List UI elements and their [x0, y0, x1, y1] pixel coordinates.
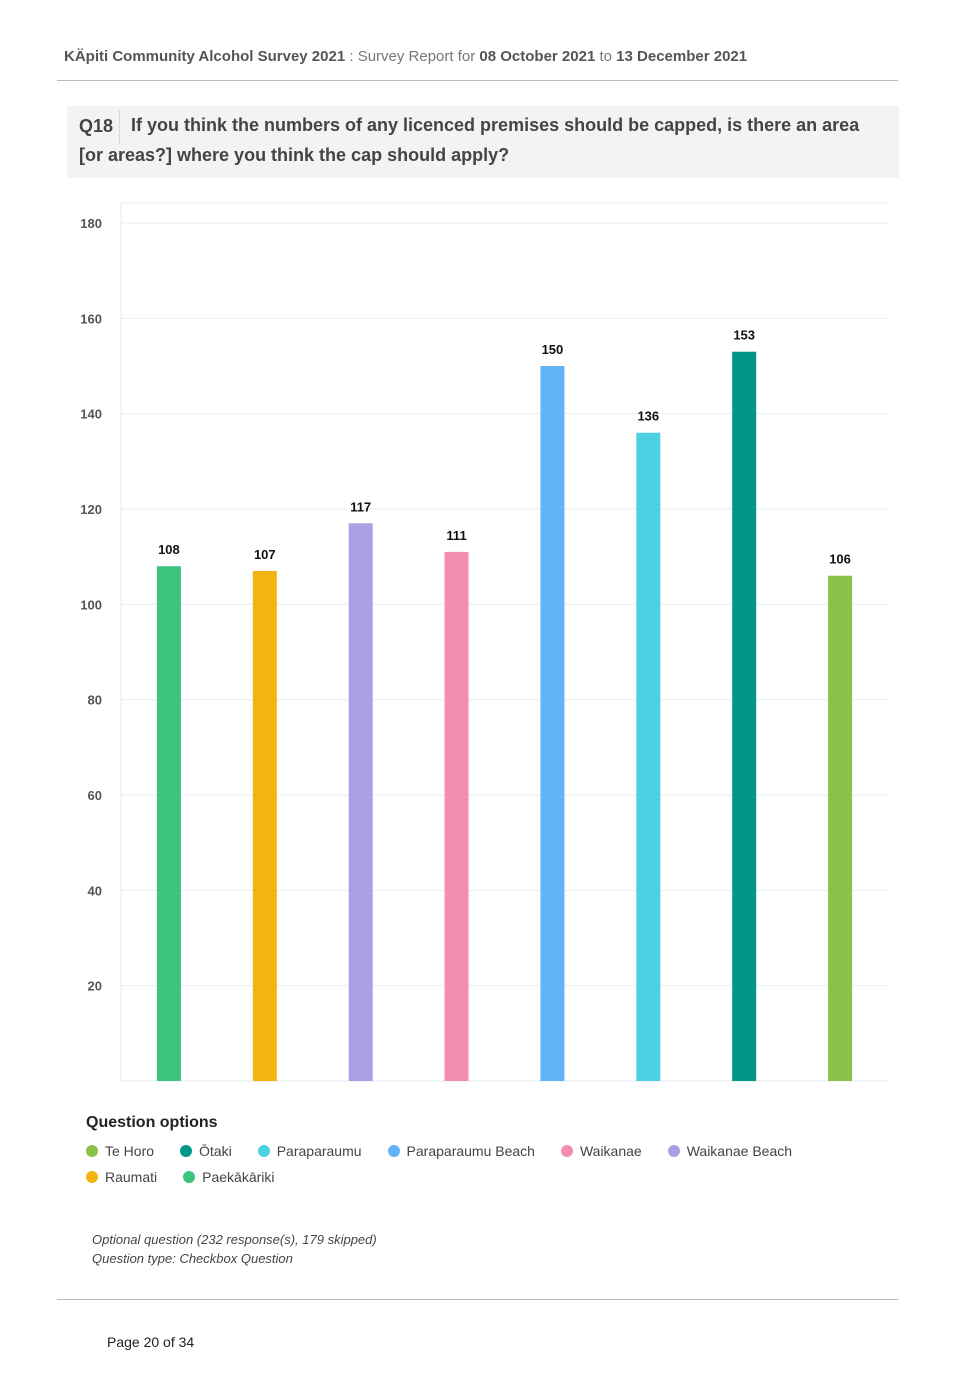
y-tick-label: 80 [88, 693, 102, 708]
question-text-content: If you think the numbers of any licenced… [79, 115, 860, 165]
page-number: Page 20 of 34 [107, 1334, 195, 1350]
header-separator: : [345, 48, 358, 65]
legend-label: Paraparaumu [276, 1143, 362, 1159]
bar-chart: 20 40 60 80 100 120 140 160 180 108 107 117 111 150 13… [80, 202, 888, 1082]
y-tick-label: 180 [80, 216, 102, 231]
bar [828, 575, 853, 1081]
question-number-divider [119, 110, 120, 144]
legend-label: Te Horo [105, 1143, 155, 1159]
legend-item: Waikanae Beach [667, 1138, 793, 1164]
header-divider [57, 80, 898, 81]
response-count-note: Optional question (232 response(s), 179 … [92, 1232, 377, 1247]
bar [732, 351, 757, 1081]
legend-item: Paraparaumu Beach [387, 1138, 535, 1164]
survey-title: KÄpiti Community Alcohol Survey 2021 [64, 48, 346, 65]
legend-swatch [180, 1145, 193, 1157]
legend-label: Paraparaumu Beach [406, 1143, 535, 1159]
legend-label: Raumati [105, 1169, 158, 1185]
legend-swatch [387, 1145, 400, 1157]
legend-label: Waikanae [579, 1143, 642, 1159]
legend-item: Paraparaumu [257, 1138, 362, 1164]
legend: Te Horo Ōtaki Paraparaumu Paraparaumu Beach… [86, 1138, 886, 1190]
bar-value-label: 136 [637, 409, 659, 424]
y-tick-label: 160 [80, 311, 102, 326]
y-tick-label: 140 [80, 407, 102, 422]
legend-title: Question options [86, 1114, 218, 1131]
legend-label: Paekākāriki [202, 1169, 275, 1185]
question-text: If you think the numbers of any licenced… [79, 110, 879, 170]
bar [348, 523, 373, 1081]
end-date: 13 December 2021 [616, 48, 748, 65]
legend-swatch [86, 1145, 98, 1157]
bar-value-label: 108 [158, 542, 180, 557]
legend-label: Ōtaki [199, 1143, 232, 1159]
bar [156, 566, 181, 1081]
legend-swatch [667, 1145, 680, 1157]
legend-swatch [257, 1145, 270, 1157]
bar [444, 551, 469, 1081]
report-header: KÄpiti Community Alcohol Survey 2021 : S… [64, 48, 898, 65]
legend-swatch [560, 1145, 573, 1157]
bar-value-label: 150 [542, 342, 564, 357]
footer-divider [57, 1299, 898, 1300]
legend-item: Ōtaki [180, 1138, 232, 1164]
legend-item: Paekākāriki [183, 1164, 275, 1190]
to-word: to [595, 48, 617, 65]
bar-value-label: 107 [254, 547, 276, 562]
question-box: If you think the numbers of any licenced… [67, 106, 899, 178]
y-tick-label: 100 [80, 597, 102, 612]
question-number: Q18 [79, 116, 114, 136]
y-tick-label: 120 [80, 502, 102, 517]
report-prefix: Survey Report for [357, 48, 480, 65]
y-tick-label: 60 [88, 788, 102, 803]
legend-item: Raumati [86, 1164, 157, 1190]
legend-item: Te Horo [86, 1138, 154, 1164]
legend-label: Waikanae Beach [686, 1143, 793, 1159]
bar [252, 570, 277, 1081]
y-tick-label: 20 [88, 979, 102, 994]
legend-swatch [183, 1171, 196, 1183]
y-tick-label: 40 [88, 883, 102, 898]
bar [636, 432, 661, 1081]
bar [540, 366, 565, 1081]
bar-value-label: 111 [446, 528, 466, 543]
legend-item: Waikanae [560, 1138, 642, 1164]
start-date: 08 October 2021 [479, 48, 596, 65]
legend-swatch [86, 1171, 98, 1183]
question-type-note: Question type: Checkbox Question [92, 1251, 293, 1266]
bar-value-label: 117 [350, 499, 371, 514]
bar-value-label: 153 [733, 328, 755, 343]
bar-value-label: 106 [829, 552, 851, 567]
question-notes: Optional question (232 response(s), 179 … [92, 1230, 377, 1268]
